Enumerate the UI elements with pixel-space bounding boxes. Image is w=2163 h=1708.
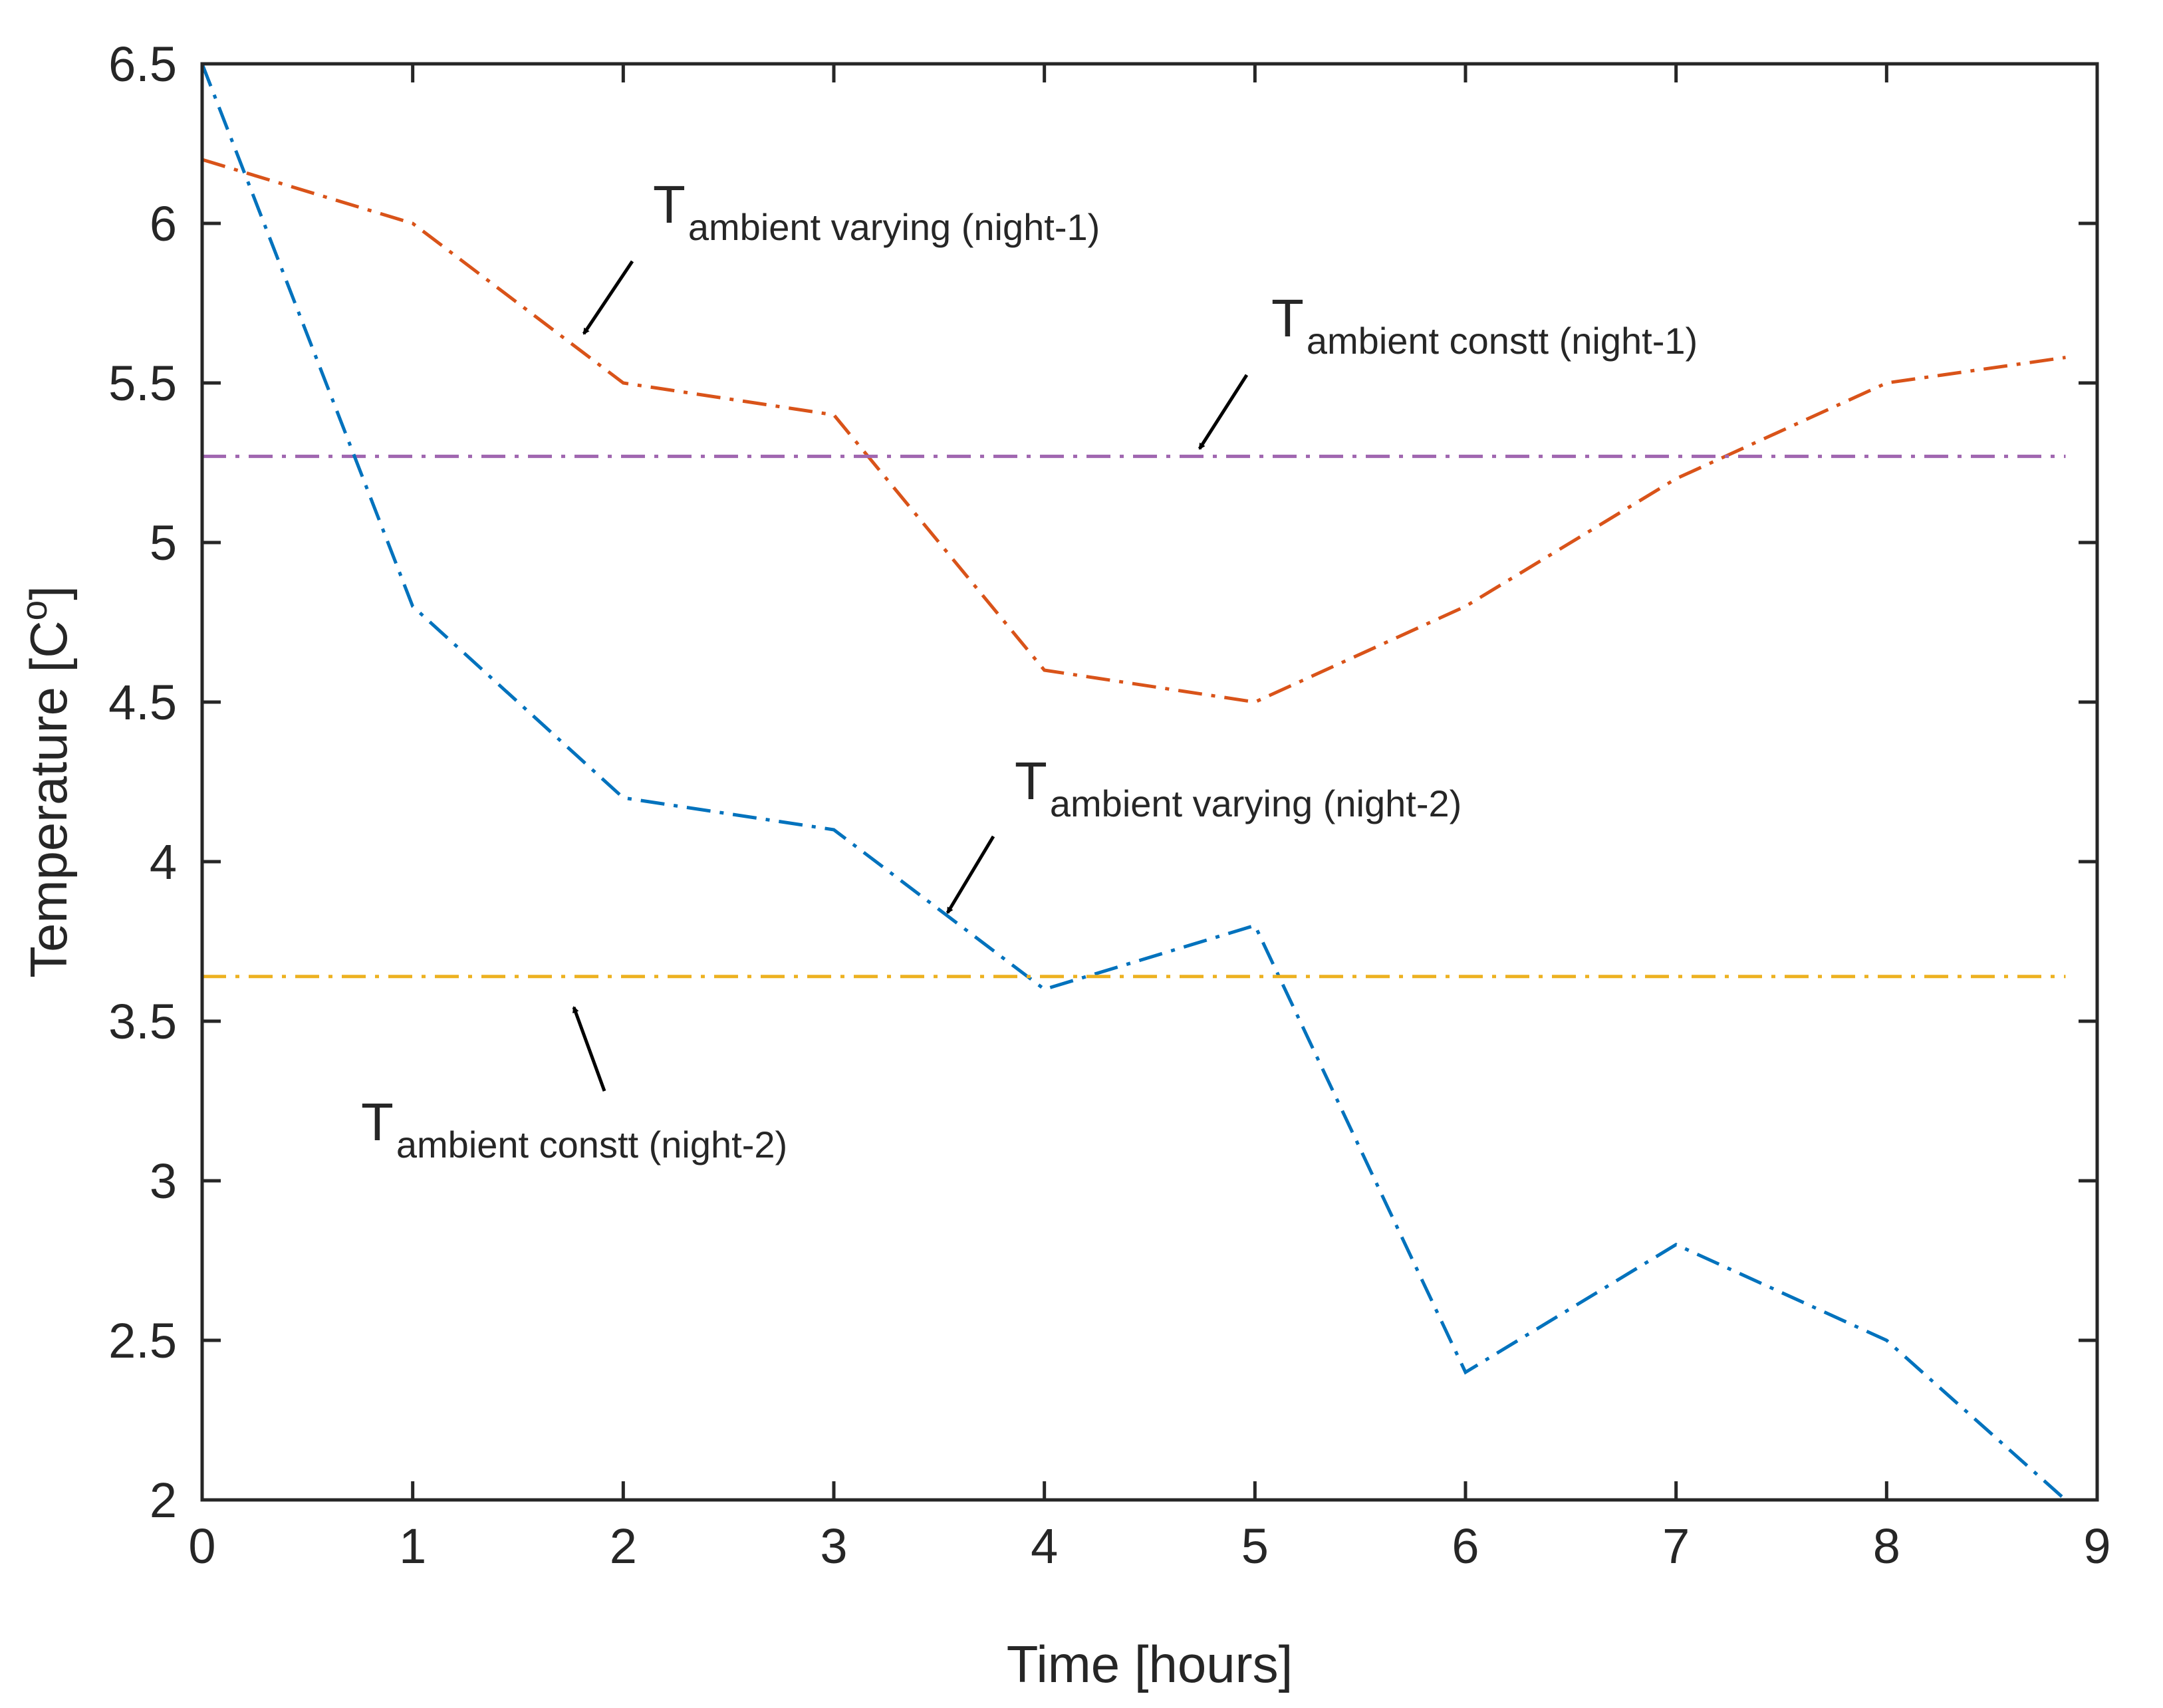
series-line-2 [202, 64, 2066, 1500]
annotation-main: T [361, 1092, 394, 1152]
x-tick-label: 2 [610, 1519, 637, 1574]
y-tick-label: 2.5 [108, 1313, 177, 1368]
y-tick-label: 4.5 [108, 675, 177, 730]
annotation-sub: ambient varying (night-2) [1050, 783, 1462, 824]
y-tick-label: 6.5 [108, 37, 177, 92]
y-tick-label: 5 [150, 515, 177, 570]
y-tick-label: 6 [150, 196, 177, 251]
y-axis-label-text: Temperature [C [19, 620, 78, 978]
x-tick-label: 5 [1241, 1519, 1269, 1574]
plot-frame [202, 64, 2097, 1500]
annotation-main: T [1015, 751, 1047, 810]
y-axis-label-suffix: ] [19, 586, 78, 600]
series-layer [202, 64, 2066, 1500]
annotation-night1-varying: Tambient varying (night-1) [584, 175, 1100, 334]
annotation-main: T [1271, 289, 1304, 348]
x-tick-label: 4 [1031, 1519, 1058, 1574]
arrow-icon [584, 261, 632, 334]
x-tick-label: 6 [1452, 1519, 1479, 1574]
annotation-sub: ambient constt (night-2) [396, 1124, 787, 1165]
arrow-icon [948, 836, 993, 913]
x-tick-label: 9 [2083, 1519, 2110, 1574]
annotation-main: T [653, 175, 686, 234]
x-tick-label: 7 [1662, 1519, 1690, 1574]
annotation-night2-varying: Tambient varying (night-2) [948, 751, 1462, 913]
annotation-night1-constt: Tambient constt (night-1) [1200, 289, 1698, 449]
y-tick-label: 5.5 [108, 356, 177, 411]
svg-text:Tambient varying (night-1): Tambient varying (night-1) [653, 175, 1100, 248]
annotation-sub: ambient constt (night-1) [1307, 320, 1698, 362]
y-axis-label-sup: o [13, 600, 55, 621]
x-tick-label: 1 [399, 1519, 426, 1574]
svg-text:Tambient varying (night-2): Tambient varying (night-2) [1015, 751, 1462, 824]
x-tick-label: 3 [820, 1519, 847, 1574]
y-tick-label: 2 [150, 1473, 177, 1528]
x-tick-label: 8 [1873, 1519, 1900, 1574]
y-tick-label: 4 [150, 834, 177, 890]
annotation-night2-constt: Tambient constt (night-2) [361, 1007, 787, 1165]
y-axis-label: Temperature [Co] [13, 586, 78, 978]
x-tick-label: 0 [188, 1519, 215, 1574]
x-axis-label: Time [hours] [1007, 1635, 1293, 1693]
series-line-0 [202, 160, 2066, 702]
y-tick-label: 3 [150, 1154, 177, 1209]
annotation-sub: ambient varying (night-1) [688, 206, 1100, 248]
arrow-icon [1200, 375, 1247, 449]
svg-text:Tambient constt (night-2): Tambient constt (night-2) [361, 1092, 787, 1165]
y-tick-label: 3.5 [108, 994, 177, 1049]
arrow-icon [574, 1007, 604, 1091]
svg-text:Tambient constt (night-1): Tambient constt (night-1) [1271, 289, 1698, 362]
